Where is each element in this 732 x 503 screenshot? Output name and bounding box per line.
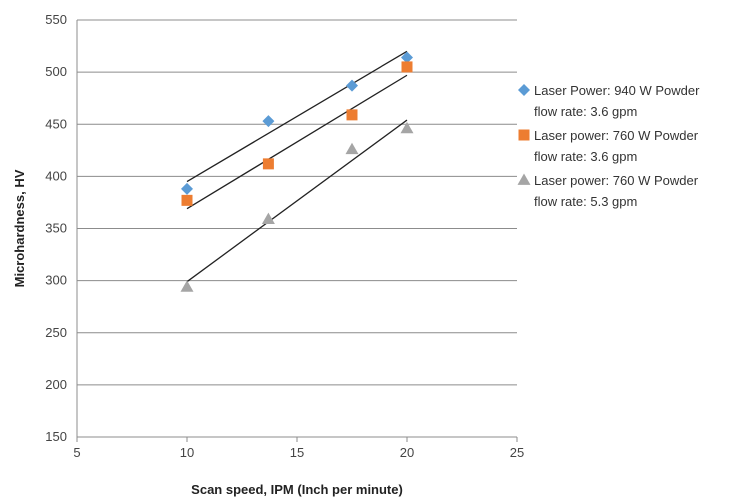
y-tick-label: 500 [45,64,67,79]
y-tick-label: 350 [45,221,67,236]
data-point-series-2 [346,109,358,121]
legend-marker-1 [518,84,530,96]
trendline-layer [186,50,408,283]
legend-label-1: flow rate: 3.6 gpm [534,104,637,119]
legend-label-3: flow rate: 5.3 gpm [534,194,637,209]
x-tick-label: 5 [73,445,80,460]
data-point-series-1 [346,79,358,92]
legend-marker-2 [518,129,530,141]
data-point-series-2 [262,158,274,170]
y-tick-label: 150 [45,429,67,444]
data-point-series-1 [401,51,413,64]
legend-marker-3 [517,173,531,185]
x-tick-label: 10 [180,445,194,460]
trendline-2 [186,74,408,210]
legend-label-1: Laser Power: 940 W Powder [534,83,700,98]
legend-label-3: Laser power: 760 W Powder [534,173,699,188]
y-tick-label: 200 [45,377,67,392]
data-point-series-1 [262,115,275,128]
trendline-1 [186,50,408,183]
x-axis-label: Scan speed, IPM (Inch per minute) [191,482,403,497]
axes-layer: 150 200 250 300 350 400 450 500 550 5 10 15 20 25 [45,12,524,460]
points-layer [180,51,414,292]
x-tick-label: 15 [290,445,304,460]
legend: Laser Power: 940 W Powder flow rate: 3.6 … [517,83,700,209]
data-point-series-1 [181,182,193,195]
y-tick-label: 450 [45,116,67,131]
y-tick-label: 250 [45,325,67,340]
legend-label-2: flow rate: 3.6 gpm [534,149,637,164]
y-axis-label: Microhardness, HV [12,169,27,287]
y-tick-label: 550 [45,12,67,27]
data-point-series-3 [400,121,414,134]
data-point-series-3 [261,212,275,224]
trendline-3 [186,119,408,283]
x-tick-label: 20 [400,445,414,460]
data-point-series-2 [181,194,193,206]
x-tick-label: 25 [510,445,524,460]
data-point-series-3 [345,142,359,155]
legend-label-2: Laser power: 760 W Powder [534,128,699,143]
y-tick-label: 300 [45,273,67,288]
data-point-series-3 [180,280,194,292]
grid-layer [77,19,517,438]
y-tick-label: 400 [45,168,67,183]
data-point-series-2 [401,61,413,73]
